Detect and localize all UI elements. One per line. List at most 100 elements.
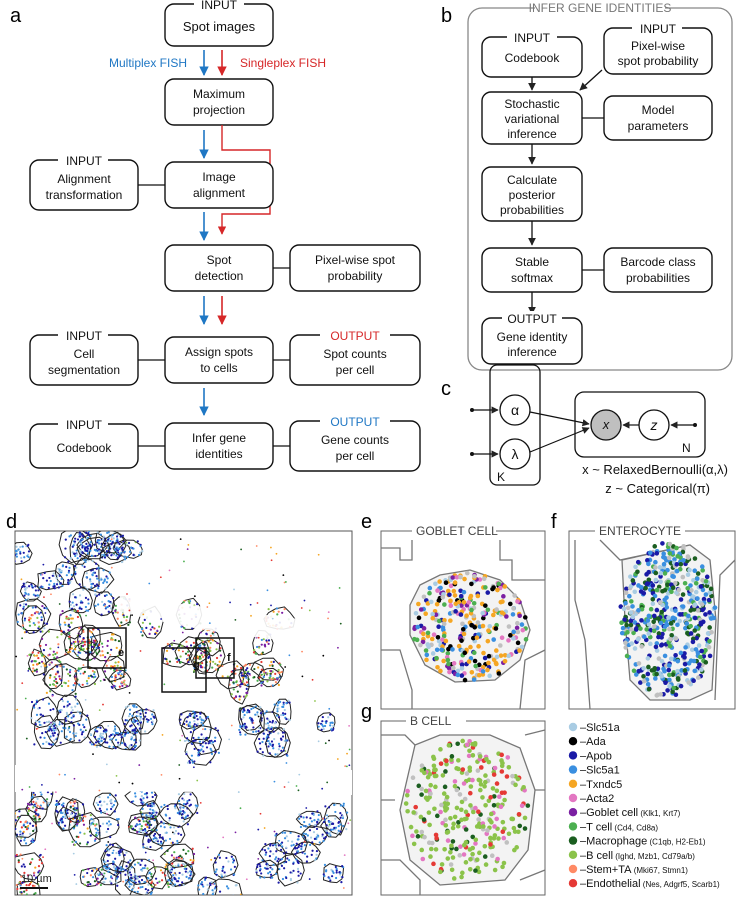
node-x	[590, 409, 622, 441]
svg-text:per cell: per cell	[336, 363, 375, 377]
zoom-boxes	[87, 627, 235, 693]
svg-text:Cell: Cell	[74, 347, 95, 361]
svg-text:spot probability: spot probability	[618, 54, 699, 68]
svg-text:identities: identities	[195, 447, 242, 461]
box-cell-segmentation: INPUT Cell segmentation	[29, 328, 139, 386]
svg-text:to cells: to cells	[200, 361, 237, 375]
b-box-softmax: Stable softmax	[481, 247, 583, 293]
legend-label: –Slc5a1	[580, 765, 620, 777]
legend-item: –Acta2	[568, 793, 614, 805]
svg-text:z: z	[650, 417, 658, 433]
svg-text:INPUT: INPUT	[66, 154, 103, 168]
svg-text:parameters: parameters	[628, 119, 689, 133]
legend-label: –Apob	[580, 750, 612, 762]
legend-swatch	[568, 836, 578, 845]
legend-swatch	[568, 808, 578, 817]
legend-item: –Apob	[568, 750, 612, 762]
zoom-label-g: g	[193, 659, 200, 671]
svg-text:inference: inference	[507, 127, 557, 141]
panel-f-enterocyte: ENTEROCYTE	[568, 524, 736, 710]
svg-text:inference: inference	[507, 345, 557, 359]
panel-b-flowchart: INFER GENE IDENTITIES INPUT Codebook INP…	[467, 1, 733, 371]
svg-text:Calculate: Calculate	[507, 173, 557, 187]
panel-label-d: d	[6, 511, 17, 533]
svg-text:segmentation: segmentation	[48, 363, 120, 377]
box-pixelwise-prob: Pixel-wise spot probability	[289, 244, 421, 292]
svg-text:projection: projection	[193, 103, 245, 117]
svg-text:transformation: transformation	[46, 188, 123, 202]
svg-text:Stochastic: Stochastic	[504, 97, 559, 111]
svg-text:INPUT: INPUT	[640, 22, 677, 36]
equation-z: z ~ Categorical(π)	[605, 481, 710, 496]
legend-swatch	[568, 793, 578, 803]
svg-text:Spot counts: Spot counts	[323, 347, 386, 361]
legend-item: –T cell (Cd4, Cd8a)	[568, 821, 658, 833]
svg-text:λ: λ	[512, 446, 519, 462]
box-spot-detection: Spot detection	[164, 244, 274, 292]
legend-item: –Stem+TA (Mki67, Stmn1)	[568, 864, 688, 876]
box-max-projection: Maximum projection	[164, 78, 274, 126]
box-gene-counts: OUTPUT Gene counts per cell	[289, 414, 421, 472]
b-box-svi: Stochastic variational inference	[481, 91, 583, 145]
legend-item: –B cell (Ighd, Mzb1, Cd79a/b)	[568, 850, 695, 862]
svg-text:K: K	[497, 470, 505, 484]
legend-item: –Macrophage (C1qb, H2-Eb1)	[568, 836, 706, 848]
box-image-alignment: Image alignment	[164, 161, 274, 209]
b-box-output: OUTPUT Gene identity inference	[481, 311, 583, 365]
panel-e-goblet: GOBLET CELL	[380, 524, 546, 710]
svg-text:Image: Image	[202, 170, 236, 184]
svg-text:Alignment: Alignment	[57, 172, 111, 186]
legend-label: –Acta2	[580, 793, 614, 805]
box-spot-images: INPUT Spot images	[164, 0, 274, 47]
legend-swatch	[568, 850, 578, 859]
svg-text:OUTPUT: OUTPUT	[330, 415, 380, 429]
legend-item: –Goblet cell (Klk1, Krt7)	[568, 807, 681, 819]
svg-text:Codebook: Codebook	[505, 51, 561, 65]
legend-item: –Ada	[568, 736, 607, 748]
legend-swatch	[568, 864, 578, 874]
legend-item: –Slc51a	[568, 722, 621, 734]
legend-item: –Endothelial (Nes, Adgrf5, Scarb1)	[568, 878, 720, 890]
panel-label-c: c	[441, 378, 451, 400]
svg-text:α: α	[511, 402, 519, 418]
legend-label: –Goblet cell (Klk1, Krt7)	[580, 807, 681, 819]
legend-label: –B cell (Ighd, Mzb1, Cd79a/b)	[580, 850, 695, 862]
svg-text:Pixel-wise spot: Pixel-wise spot	[315, 253, 396, 267]
svg-text:Assign spots: Assign spots	[185, 345, 253, 359]
panel-c-graphical-model: α λ x z K N x ~ RelaxedBernoulli(α,λ) z …	[470, 364, 728, 496]
svg-text:Stable: Stable	[515, 255, 549, 269]
panel-label-f: f	[551, 511, 557, 533]
svg-text:INPUT: INPUT	[66, 329, 103, 343]
svg-text:ENTEROCYTE: ENTEROCYTE	[599, 524, 681, 538]
b-box-posterior: Calculate posterior probabilities	[481, 166, 583, 222]
svg-text:Gene counts: Gene counts	[321, 433, 389, 447]
box-assign-spots: Assign spots to cells	[164, 336, 274, 384]
legend-swatch	[568, 737, 578, 746]
svg-text:detection: detection	[195, 269, 244, 283]
box-alignment-input: INPUT Alignment transformation	[29, 153, 139, 211]
plate-K	[489, 364, 541, 486]
box-codebook-input: INPUT Codebook	[29, 417, 139, 469]
svg-text:Spot images: Spot images	[183, 19, 256, 34]
b-box-barcode: Barcode class probabilities	[603, 247, 713, 293]
legend-swatch	[568, 765, 578, 774]
svg-text:x: x	[602, 417, 610, 432]
svg-text:Maximum: Maximum	[193, 87, 245, 101]
panel-label-e: e	[361, 511, 372, 533]
legend-swatch	[568, 779, 578, 788]
plate-N	[574, 391, 706, 458]
svg-text:Spot: Spot	[207, 253, 232, 267]
panel-label-b: b	[441, 5, 452, 27]
legend-swatch	[568, 879, 578, 888]
legend: –Slc51a –Ada –Apob –Slc5a1 –Txndc5 –Acta2 –Gob…	[568, 722, 720, 890]
legend-label: –T cell (Cd4, Cd8a)	[580, 821, 658, 833]
svg-text:per cell: per cell	[336, 449, 375, 463]
zoom-label-f: f	[227, 652, 231, 664]
panel-label-a: a	[10, 5, 22, 27]
legend-label: –Stem+TA (Mki67, Stmn1)	[580, 864, 688, 876]
svg-text:alignment: alignment	[193, 186, 246, 200]
b-box-pixelwise: INPUT Pixel-wise spot probability	[603, 21, 713, 75]
svg-text:probabilities: probabilities	[626, 271, 690, 285]
box-spot-counts: OUTPUT Spot counts per cell	[289, 328, 421, 386]
